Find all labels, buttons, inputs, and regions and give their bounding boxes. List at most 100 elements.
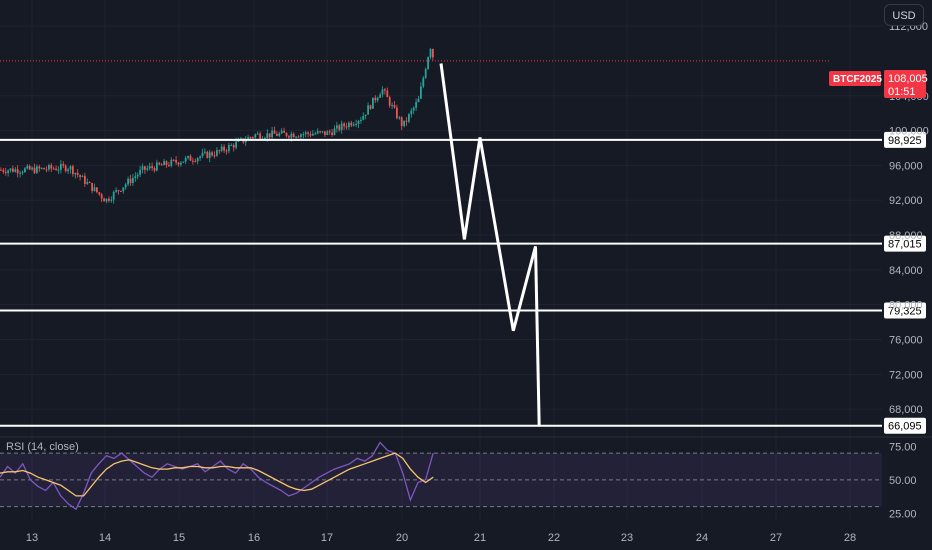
time-axis-tick: 23 xyxy=(621,532,633,544)
candle-body xyxy=(228,145,230,152)
projection-path[interactable] xyxy=(439,63,541,427)
candle-body xyxy=(211,152,213,156)
candle-body xyxy=(302,134,305,136)
candle-body xyxy=(124,184,127,188)
rsi-axis-tick: 25.00 xyxy=(889,508,917,520)
time-axis-tick: 15 xyxy=(173,532,185,544)
candle-body xyxy=(96,187,98,193)
candle-body xyxy=(2,169,5,172)
candle-body xyxy=(136,174,139,177)
price-axis-tick: 84,000 xyxy=(889,265,923,277)
candle-body xyxy=(74,172,77,175)
candle-body xyxy=(192,160,194,162)
candle-body xyxy=(388,97,391,106)
candle-body xyxy=(62,164,65,166)
candle-body xyxy=(360,119,362,121)
time-axis-tick: 27 xyxy=(770,532,782,544)
candle-body xyxy=(259,133,261,139)
candle-body xyxy=(180,162,182,165)
candle-body xyxy=(276,133,278,136)
candle-body xyxy=(148,166,151,169)
time-axis-tick: 14 xyxy=(99,532,111,544)
candle-body xyxy=(410,110,413,115)
candle-body xyxy=(316,131,319,134)
candle-body xyxy=(45,169,48,171)
candle-body xyxy=(331,132,333,136)
candle-body xyxy=(55,168,57,171)
candle-body xyxy=(199,156,201,159)
candle-body xyxy=(285,132,288,137)
price-axis-tick: 92,000 xyxy=(889,195,923,207)
candle-body xyxy=(76,172,79,176)
candle-body xyxy=(336,125,338,129)
candle-body xyxy=(52,168,55,170)
candle-body xyxy=(163,161,165,166)
candle-body xyxy=(235,141,237,148)
candle-body xyxy=(141,166,144,170)
candle-body xyxy=(422,77,425,87)
rsi-axis[interactable]: 75.00 50.00 25.00 xyxy=(889,441,917,520)
candle-body xyxy=(122,187,125,192)
candle-body xyxy=(156,162,158,171)
currency-button[interactable]: USD xyxy=(884,4,924,26)
candle-body xyxy=(213,155,216,157)
candle-body xyxy=(420,86,422,99)
candle-body xyxy=(134,176,137,178)
time-axis-tick: 13 xyxy=(26,532,38,544)
rsi-line xyxy=(0,441,434,511)
candle-body xyxy=(417,98,420,103)
candle-body xyxy=(362,115,365,120)
candle-body xyxy=(309,133,312,136)
candle-body xyxy=(252,137,254,139)
horizontal-levels[interactable]: 98,925 87,015 79,325 66,095 xyxy=(0,131,926,434)
candle-body xyxy=(249,137,252,139)
candle-body xyxy=(348,122,350,128)
candle-body xyxy=(69,166,72,170)
candle-body xyxy=(103,198,105,202)
candle-body xyxy=(0,169,2,171)
rsi-axis-tick: 50.00 xyxy=(889,475,917,487)
candle-body xyxy=(79,175,81,178)
rsi-title[interactable]: RSI (14, close) xyxy=(6,441,79,453)
candle-body xyxy=(208,152,211,158)
candle-body xyxy=(218,150,221,152)
candle-body xyxy=(374,97,377,101)
price-axis-tick: 100,000 xyxy=(889,126,929,138)
candle-body xyxy=(403,120,405,127)
candle-body xyxy=(170,159,173,166)
candle-body xyxy=(333,128,336,136)
candle-body xyxy=(7,170,9,174)
candle-body xyxy=(271,130,273,138)
rsi-ma-line xyxy=(0,452,434,497)
candle-body xyxy=(16,169,19,174)
candle-body xyxy=(81,175,84,178)
candle-body xyxy=(9,168,12,171)
level-tag xyxy=(884,302,926,319)
candle-body xyxy=(139,169,141,175)
candle-body xyxy=(264,137,266,139)
time-axis-tick: 24 xyxy=(696,532,708,544)
candle-body xyxy=(328,131,331,133)
candle-body xyxy=(405,120,408,122)
candle-body xyxy=(48,165,50,170)
candle-body xyxy=(307,132,309,134)
candle-body xyxy=(355,123,357,125)
candle-body xyxy=(391,104,393,106)
candle-body xyxy=(367,105,369,115)
candle-body xyxy=(400,117,403,127)
candle-body xyxy=(144,166,146,170)
candle-body xyxy=(184,157,187,162)
level-tag xyxy=(884,417,926,434)
price-axis-tick: 96,000 xyxy=(889,160,923,172)
candle-body xyxy=(165,161,168,166)
time-axis[interactable]: 13 14 15 16 17 20 21 22 23 24 27 28 xyxy=(26,532,856,544)
candle-body xyxy=(225,150,228,152)
time-axis-tick: 22 xyxy=(548,532,560,544)
candle-body xyxy=(132,177,134,183)
candle-body xyxy=(386,90,389,98)
ticker-tag: BTCF2025 xyxy=(829,71,882,86)
candle-body xyxy=(345,126,348,128)
candle-body xyxy=(151,166,153,169)
candle-body xyxy=(98,192,101,195)
